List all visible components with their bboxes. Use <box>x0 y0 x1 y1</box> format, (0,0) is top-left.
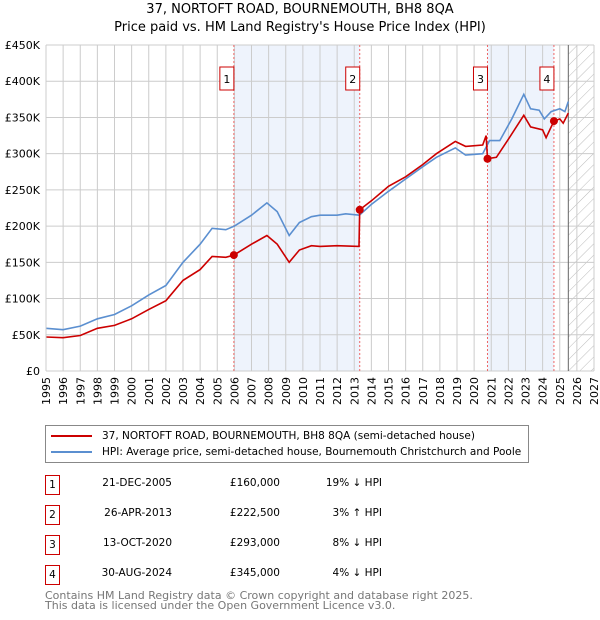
sale-label: 3 <box>477 73 484 86</box>
legend-label: HPI: Average price, semi-detached house,… <box>102 446 522 458</box>
x-tick-label: 2019 <box>451 377 464 405</box>
x-tick-label: 2016 <box>400 377 413 405</box>
shaded-period <box>487 45 554 371</box>
sale-label: 4 <box>543 73 550 86</box>
x-tick-label: 2005 <box>211 377 224 405</box>
sale-label-box <box>219 66 235 91</box>
x-tick-label: 2014 <box>365 377 378 405</box>
x-tick-label: 2015 <box>383 377 396 405</box>
y-tick-label: £250K <box>5 184 41 197</box>
x-tick-label: 1998 <box>91 377 104 405</box>
legend-label: 37, NORTOFT ROAD, BOURNEMOUTH, BH8 8QA (… <box>102 430 475 442</box>
footer-licence: This data is licensed under the Open Gov… <box>45 599 396 612</box>
y-tick-label: £300K <box>5 148 41 161</box>
sale-marker: 3 <box>45 535 60 555</box>
x-tick-label: 2020 <box>468 377 481 405</box>
sale-hpi-diff: 3% ↑ HPI <box>332 507 382 519</box>
x-tick-label: 2024 <box>537 377 550 405</box>
sale-point <box>483 154 492 163</box>
x-tick-label: 2001 <box>143 377 156 405</box>
chart-subtitle: Price paid vs. HM Land Registry's House … <box>114 20 486 35</box>
x-tick-label: 2027 <box>588 377 600 405</box>
property-price-line <box>45 112 570 339</box>
sale-date: 26-APR-2013 <box>104 507 172 519</box>
y-tick-label: £350K <box>5 111 41 124</box>
sale-label-box <box>472 66 488 91</box>
sale-marker: 4 <box>45 565 60 585</box>
x-tick-label: 2007 <box>246 377 259 405</box>
x-tick-label: 2025 <box>554 377 567 405</box>
x-tick-label: 1999 <box>109 377 122 405</box>
y-tick-label: £400K <box>5 75 41 88</box>
y-tick-label: £450K <box>5 39 41 52</box>
x-tick-label: 1997 <box>74 377 87 405</box>
hpi-line <box>45 92 570 331</box>
sale-label: 2 <box>349 73 356 86</box>
footer-copyright: Contains HM Land Registry data © Crown c… <box>45 589 473 602</box>
y-tick-label: £50K <box>12 329 41 342</box>
legend-swatch <box>51 435 92 437</box>
sale-price: £293,000 <box>229 537 280 549</box>
x-tick-label: 1995 <box>40 377 53 405</box>
x-tick-label: 2022 <box>502 377 515 405</box>
sale-row: 2 26-APR-2013 £222,500 3% ↑ HPI <box>45 505 445 525</box>
x-tick-label: 2013 <box>348 377 361 405</box>
x-tick-label: 2004 <box>194 377 207 405</box>
sale-hpi-diff: 19% ↓ HPI <box>325 477 382 489</box>
legend-item-property: 37, NORTOFT ROAD, BOURNEMOUTH, BH8 8QA (… <box>46 428 475 444</box>
legend-swatch <box>51 451 92 453</box>
price-chart: 1995 1996 1997 1998 1999 2000 2001 2002 2003 2004… <box>5 39 600 405</box>
x-tick-label: 2012 <box>331 377 344 405</box>
sale-row: 3 13-OCT-2020 £293,000 8% ↓ HPI <box>45 535 445 555</box>
sale-row: 4 30-AUG-2024 £345,000 4% ↓ HPI <box>45 565 445 585</box>
sale-label: 1 <box>223 73 230 86</box>
x-tick-label: 2008 <box>263 377 276 405</box>
x-tick-label: 2018 <box>434 377 447 405</box>
x-tick-label: 2009 <box>280 377 293 405</box>
sale-price: £160,000 <box>229 477 280 489</box>
sale-point <box>229 251 238 260</box>
sale-date: 21-DEC-2005 <box>102 477 172 489</box>
sale-date: 30-AUG-2024 <box>101 567 172 579</box>
sale-marker: 2 <box>45 505 60 525</box>
x-tick-label: 2026 <box>571 377 584 405</box>
y-tick-label: £0 <box>26 365 40 378</box>
x-tick-label: 1996 <box>57 377 70 405</box>
sale-row: 1 21-DEC-2005 £160,000 19% ↓ HPI <box>45 475 445 495</box>
sale-point <box>549 117 558 126</box>
sale-hpi-diff: 4% ↓ HPI <box>332 567 382 579</box>
sale-marker: 1 <box>45 475 60 495</box>
x-tick-label: 2000 <box>126 377 139 405</box>
y-tick-label: £150K <box>5 256 41 269</box>
x-tick-label: 2010 <box>297 377 310 405</box>
legend-item-hpi: HPI: Average price, semi-detached house,… <box>46 444 521 460</box>
x-tick-label: 2017 <box>417 377 430 405</box>
x-tick-label: 2023 <box>520 377 533 405</box>
sale-label-box <box>539 66 555 91</box>
y-tick-label: £200K <box>5 220 41 233</box>
x-tick-label: 2006 <box>228 377 241 405</box>
x-tick-label: 2021 <box>485 377 498 405</box>
x-tick-label: 2011 <box>314 377 327 405</box>
sale-label-box <box>345 66 361 91</box>
forecast-hatch <box>568 45 594 371</box>
chart-title: 37, NORTOFT ROAD, BOURNEMOUTH, BH8 8QA <box>146 2 454 17</box>
sale-price: £345,000 <box>229 567 280 579</box>
sale-date: 13-OCT-2020 <box>103 537 172 549</box>
x-tick-label: 2003 <box>177 377 190 405</box>
legend: 37, NORTOFT ROAD, BOURNEMOUTH, BH8 8QA (… <box>45 425 529 463</box>
shaded-period <box>233 45 360 371</box>
sale-price: £222,500 <box>229 507 280 519</box>
x-tick-label: 2002 <box>160 377 173 405</box>
y-tick-label: £100K <box>5 293 41 306</box>
sale-hpi-diff: 8% ↓ HPI <box>332 537 382 549</box>
sale-point <box>355 205 364 214</box>
